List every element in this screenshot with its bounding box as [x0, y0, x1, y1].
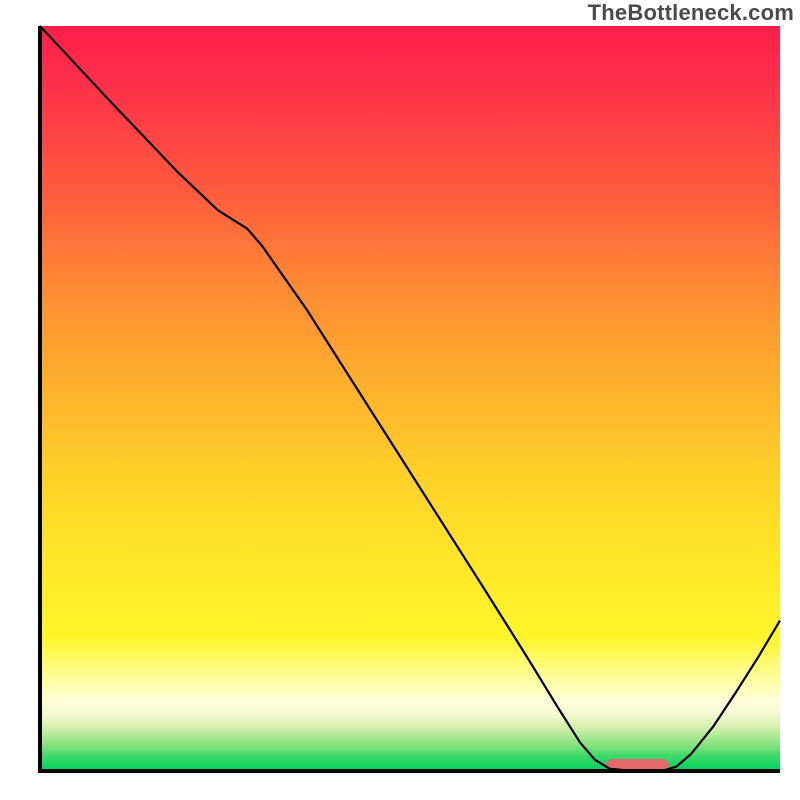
chart-root: TheBottleneck.com: [0, 0, 800, 800]
heatmap-gradient: [40, 26, 780, 771]
bottleneck-chart-svg: [0, 0, 800, 800]
